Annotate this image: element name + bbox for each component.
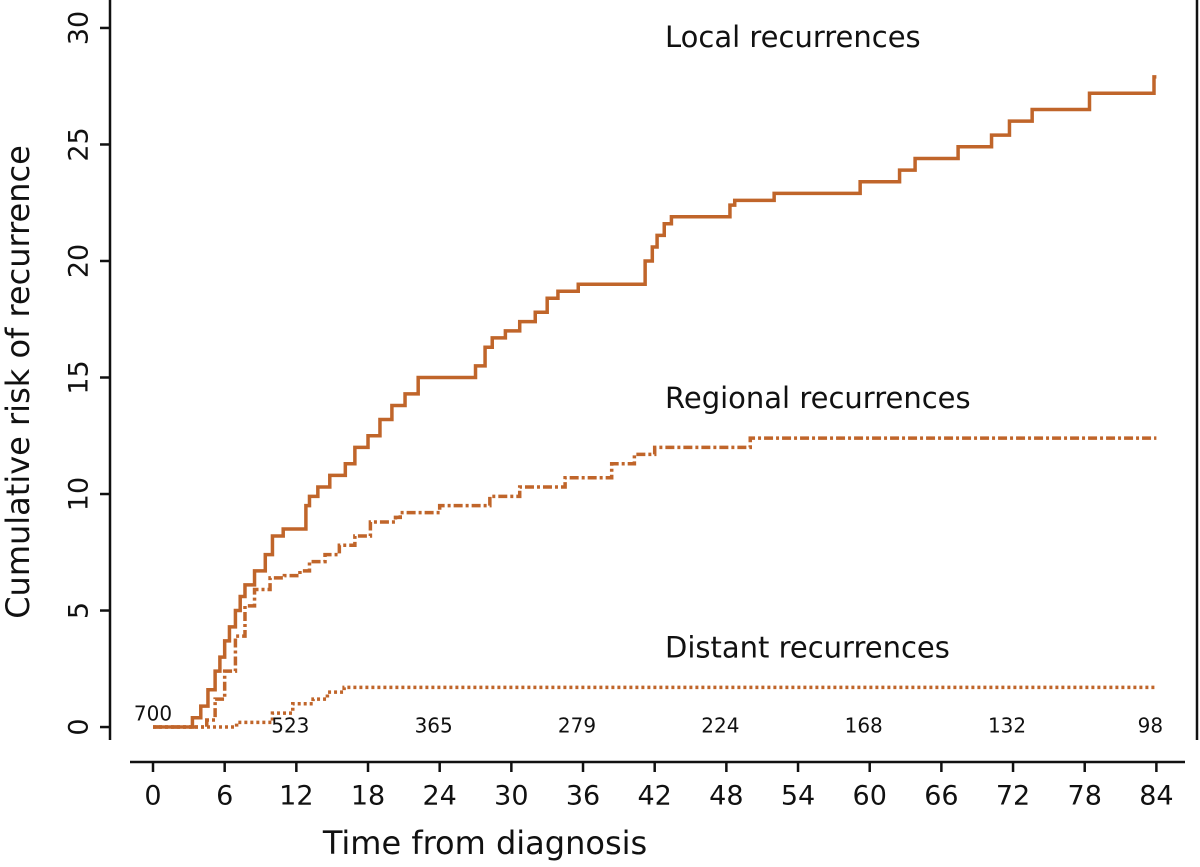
x-tick-label: 66 — [924, 781, 958, 812]
y-tick-label: 30 — [64, 11, 95, 45]
x-tick-label: 72 — [996, 781, 1030, 812]
x-tick-label: 0 — [144, 781, 161, 812]
series-annotation: Regional recurrences — [665, 381, 971, 415]
series-annotation: Distant recurrences — [665, 630, 950, 664]
number-at-risk: 98 — [1138, 714, 1163, 738]
number-at-risk: 132 — [988, 714, 1026, 738]
step-line — [153, 436, 1157, 729]
x-tick-label: 36 — [566, 781, 600, 812]
number-at-risk: 365 — [415, 714, 453, 738]
x-tick-label: 84 — [1139, 781, 1173, 812]
x-tick-label: 48 — [709, 781, 743, 812]
x-tick-label: 18 — [351, 781, 385, 812]
x-tick-label: 78 — [1068, 781, 1102, 812]
x-tick-label: 30 — [494, 781, 528, 812]
x-tick-label: 24 — [423, 781, 457, 812]
y-axis-label: Cumulative risk of recurrence — [0, 145, 37, 619]
x-tick-label: 6 — [216, 781, 233, 812]
number-at-risk: 523 — [271, 714, 309, 738]
x-tick-label: 12 — [279, 781, 313, 812]
number-at-risk: 279 — [558, 714, 596, 738]
y-tick-label: 15 — [64, 360, 95, 394]
series-annotation: Local recurrences — [665, 20, 921, 54]
x-tick-label: 60 — [853, 781, 887, 812]
step-line — [153, 75, 1157, 729]
y-tick-label: 25 — [64, 127, 95, 161]
y-tick-label: 0 — [64, 718, 95, 735]
x-axis-label: Time from diagnosis — [322, 824, 647, 862]
number-at-risk: 168 — [845, 714, 883, 738]
step-line — [153, 685, 1157, 729]
y-tick-label: 10 — [64, 477, 95, 511]
number-at-risk: 700 — [134, 702, 172, 726]
x-tick-label: 42 — [638, 781, 672, 812]
y-tick-label: 5 — [64, 602, 95, 619]
x-tick-label: 54 — [781, 781, 815, 812]
number-at-risk: 224 — [701, 714, 739, 738]
y-tick-label: 20 — [64, 244, 95, 278]
